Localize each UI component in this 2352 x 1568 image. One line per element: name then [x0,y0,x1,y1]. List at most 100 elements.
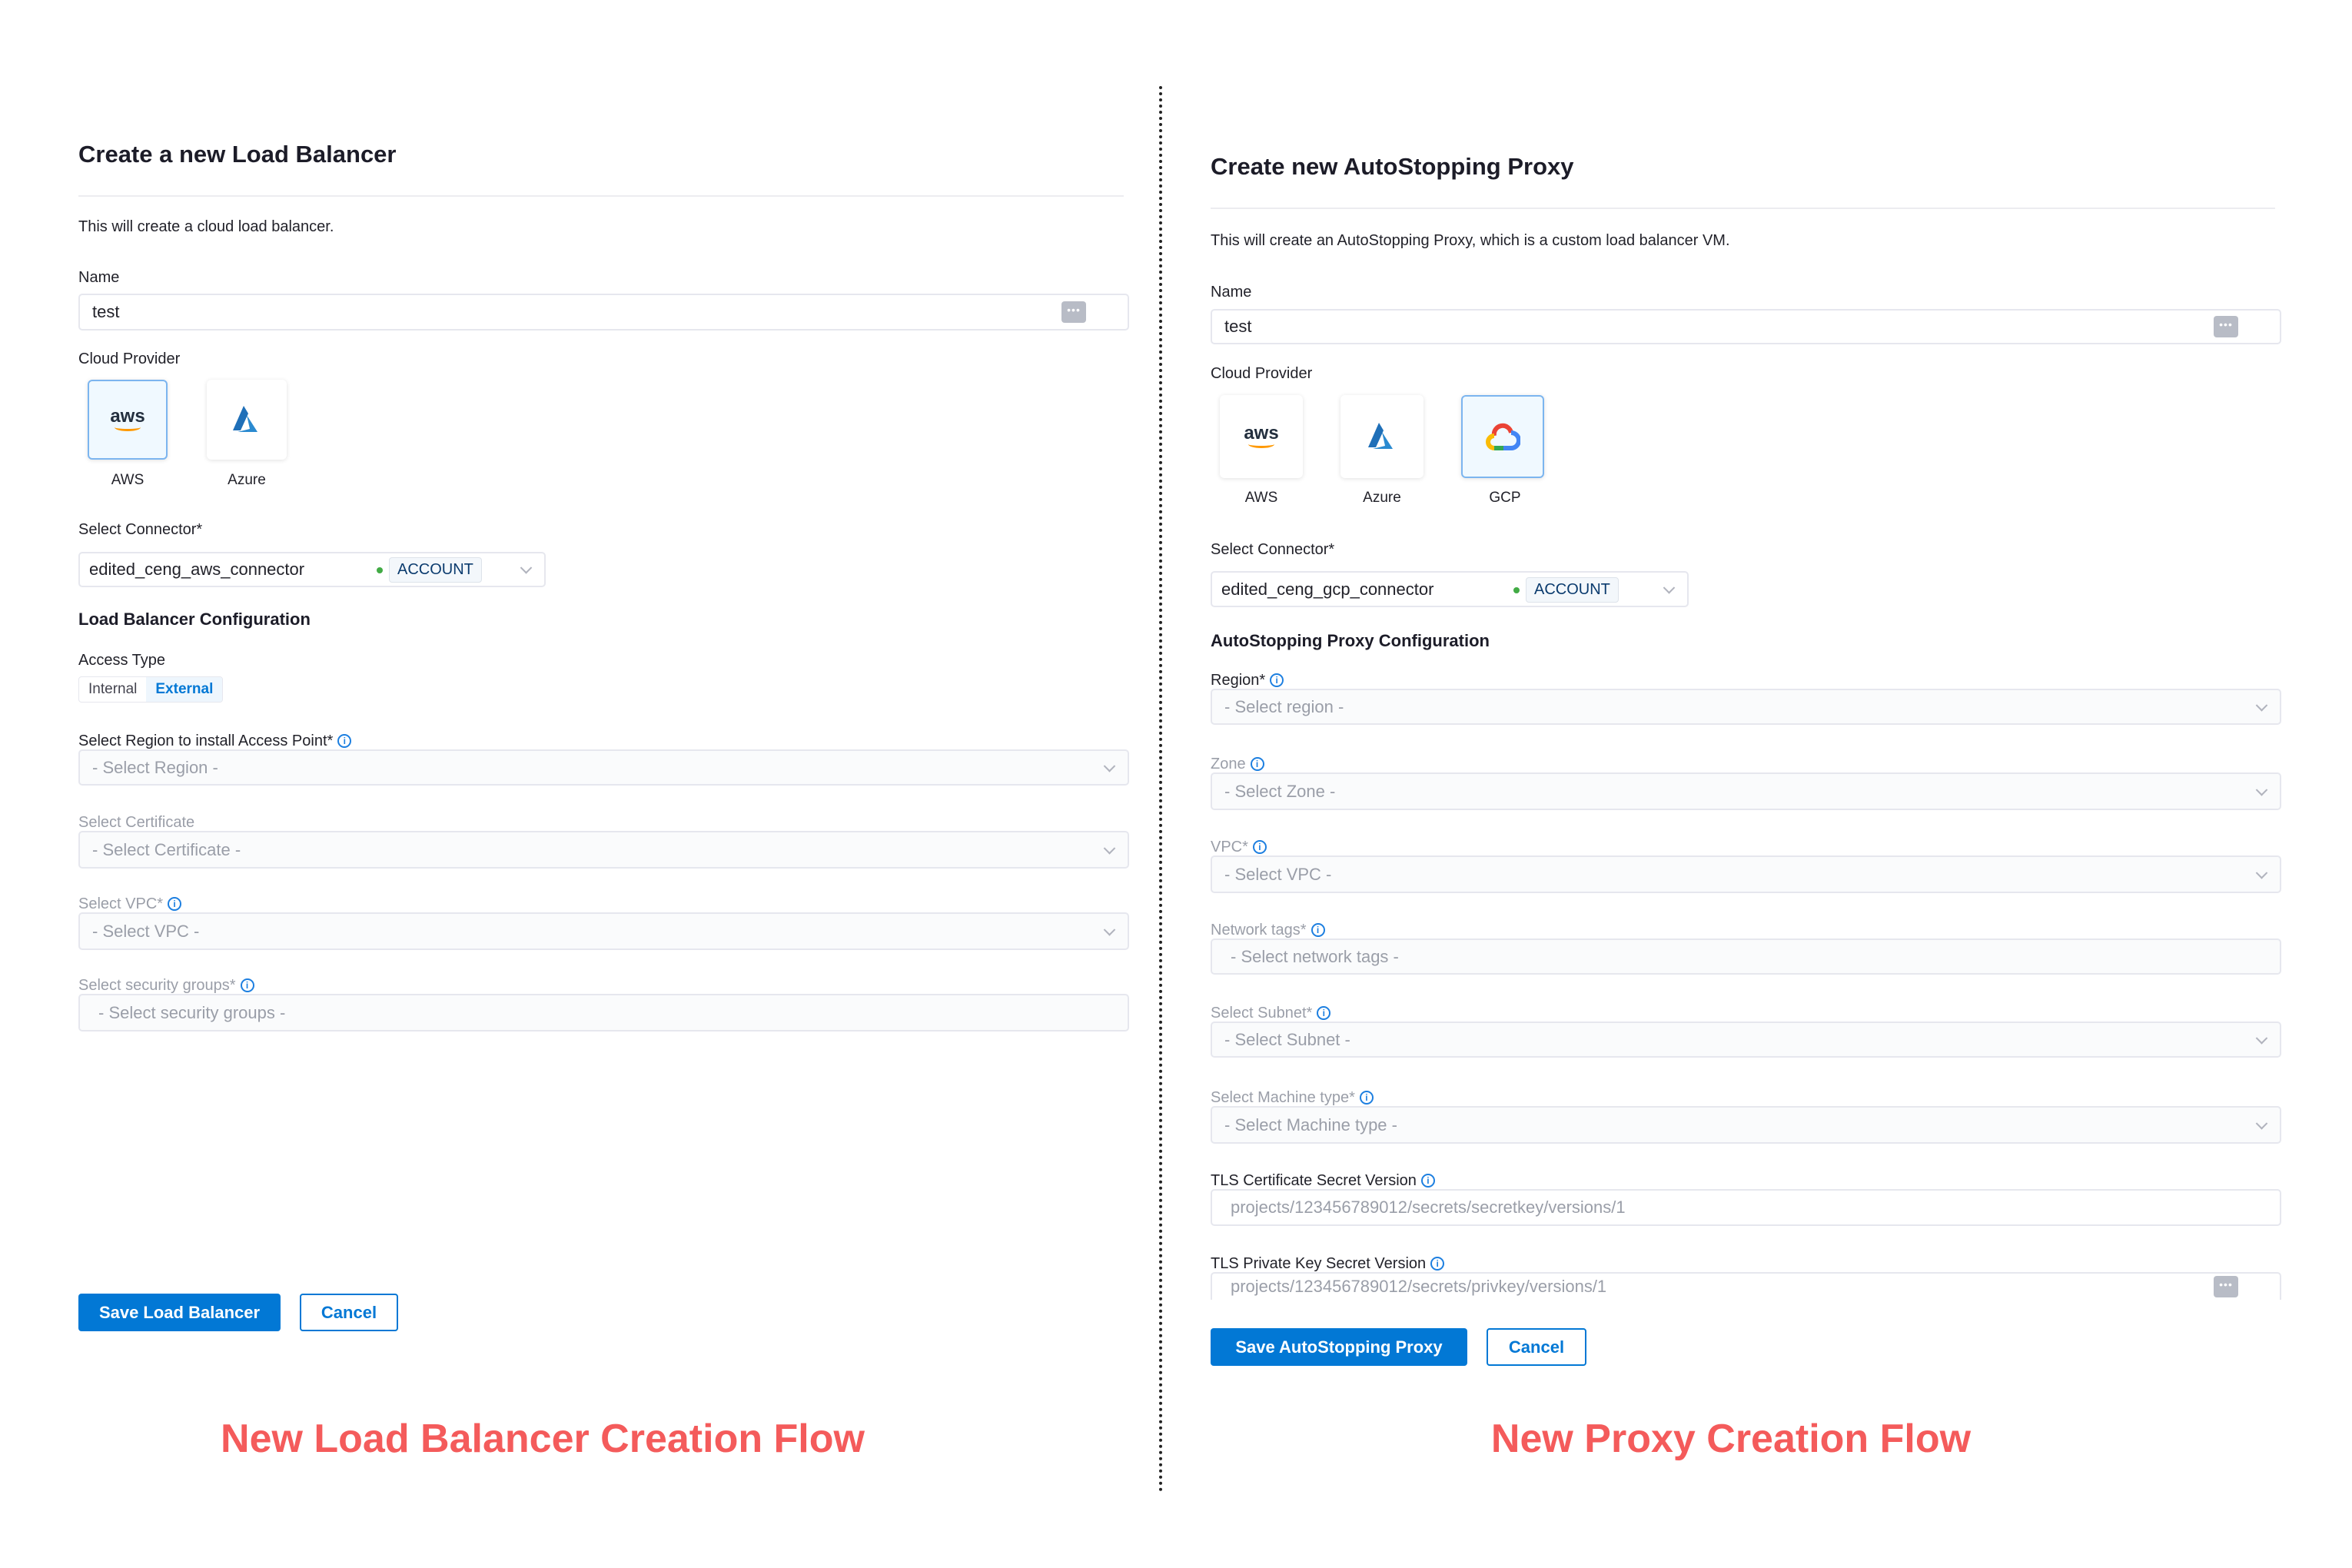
placeholder-text: projects/123456789012/secrets/secretkey/… [1231,1198,1626,1217]
access-type-label: Access Type [78,652,166,669]
provider-tile-aws[interactable]: aws [88,380,168,460]
zone-select[interactable]: - Select Zone - [1211,772,2281,810]
select-certificate-label: Select Certificate [78,814,194,832]
info-icon[interactable]: i [1311,923,1325,937]
select-certificate-select[interactable]: - Select Certificate - [78,831,1129,869]
page-title: Create new AutoStopping Proxy [1211,153,1574,180]
chevron-down-icon [2255,1031,2268,1045]
select-security-groups-input[interactable]: - Select security groups - [78,994,1129,1031]
connector-label: Select Connector* [1211,541,1335,558]
info-icon[interactable]: i [1250,757,1264,771]
field-label-text: TLS Private Key Secret Version [1211,1255,1427,1272]
cancel-button[interactable]: Cancel [1487,1328,1586,1366]
vpc-label: VPC* i [1211,839,1267,856]
panel-separator [1159,86,1162,1493]
divider [78,195,1124,197]
description: This will create an AutoStopping Proxy, … [1211,232,1730,249]
name-value: test [1224,317,1252,336]
access-type-external[interactable]: External [146,677,223,702]
placeholder-text: - Select Machine type - [1224,1115,1397,1134]
info-icon[interactable]: i [1359,1091,1374,1105]
region-select[interactable]: - Select region - [1211,689,2281,725]
select-region-to-install-access-point-select[interactable]: - Select Region - [78,749,1129,786]
vpc-select[interactable]: - Select VPC - [1211,855,2281,893]
placeholder-text: - Select VPC - [1224,864,1332,884]
cloud-provider-label: Cloud Provider [78,350,181,367]
connector-value: edited_ceng_aws_connector [89,560,305,579]
field-label-text: TLS Certificate Secret Version [1211,1172,1417,1189]
provider-label-azure: Azure [1363,490,1401,506]
chevron-down-icon [2255,699,2268,712]
name-input[interactable]: test ••• [1211,309,2281,344]
aws-logo-icon: aws [110,407,145,431]
name-input[interactable]: test ••• [78,294,1129,331]
field-label-text: Network tags* [1211,922,1307,938]
scope-badge: ACCOUNT [1526,577,1619,603]
network-tags-input[interactable]: - Select network tags - [1211,938,2281,975]
zone-label: Zone i [1211,756,1264,773]
access-type-internal[interactable]: Internal [88,681,138,697]
name-label: Name [1211,284,1252,301]
region-label: Region* i [1211,672,1284,689]
info-icon[interactable]: i [240,978,254,992]
chevron-down-icon [1103,842,1116,855]
placeholder-text: - Select Subnet - [1224,1029,1350,1049]
gcp-logo-icon [1486,423,1520,450]
field-label-text: Select Machine type* [1211,1089,1355,1106]
divider [1211,208,2275,209]
info-icon[interactable]: i [1252,840,1267,854]
select-machine-type-select[interactable]: - Select Machine type - [1211,1106,2281,1144]
connector-select[interactable]: edited_ceng_aws_connector ACCOUNT [78,552,546,587]
save-autostopping-proxy-button[interactable]: Save AutoStopping Proxy [1211,1328,1467,1366]
select-region-to-install-access-point-label: Select Region to install Access Point* i [78,733,352,750]
tls-certificate-secret-version-input[interactable]: projects/123456789012/secrets/secretkey/… [1211,1189,2281,1226]
page-title: Create a new Load Balancer [78,141,397,168]
info-icon[interactable]: i [1270,673,1284,687]
chevron-down-icon [1103,759,1116,772]
provider-tile-azure[interactable] [1340,395,1423,478]
info-icon[interactable]: i [1420,1174,1435,1188]
provider-label-aws: AWS [111,472,145,488]
provider-tile-azure[interactable] [207,380,287,460]
cancel-button[interactable]: Cancel [300,1294,398,1331]
chevron-down-icon [1663,581,1676,594]
tls-private-key-secret-version-label: TLS Private Key Secret Version i [1211,1255,1445,1273]
access-type-toggle: Internal External [78,676,224,703]
field-label-text: Select security groups* [78,977,236,994]
flow-caption: New Proxy Creation Flow [1490,1417,1972,1461]
select-subnet-select[interactable]: - Select Subnet - [1211,1022,2281,1058]
save-load-balancer-button[interactable]: Save Load Balancer [78,1294,281,1331]
azure-logo-icon [233,406,257,432]
provider-tile-gcp[interactable] [1461,395,1544,478]
tls-private-key-secret-version-input[interactable]: projects/123456789012/secrets/privkey/ve… [1211,1272,2281,1300]
chevron-down-icon [520,562,533,574]
provider-tile-aws[interactable]: aws [1220,395,1303,478]
field-label-text: Region* [1211,672,1266,689]
password-manager-icon[interactable]: ••• [2214,316,2238,337]
select-security-groups-label: Select security groups* i [78,977,254,995]
info-icon[interactable]: i [168,897,182,911]
placeholder-text: projects/123456789012/secrets/privkey/ve… [1231,1277,1607,1296]
field-label-text: Select Certificate [78,814,195,831]
field-label-text: VPC* [1211,839,1248,855]
password-manager-icon[interactable]: ••• [2214,1276,2238,1297]
placeholder-text: - Select security groups - [98,1002,286,1022]
status-dot [377,567,383,573]
description: This will create a cloud load balancer. [78,218,334,235]
placeholder-text: - Select Certificate - [92,839,241,859]
password-manager-icon[interactable]: ••• [1061,301,1086,323]
info-icon[interactable]: i [337,734,352,748]
info-icon[interactable]: i [1317,1006,1331,1020]
connector-value: edited_ceng_gcp_connector [1221,579,1434,599]
info-icon[interactable]: i [1430,1257,1445,1271]
connector-select[interactable]: edited_ceng_gcp_connector ACCOUNT [1211,571,1689,607]
placeholder-text: - Select network tags - [1231,946,1399,966]
flow-caption: New Load Balancer Creation Flow [221,1417,865,1461]
field-label-text: Select VPC* [78,895,164,912]
chevron-down-icon [2255,1117,2268,1130]
select-vpc-select[interactable]: - Select VPC - [78,912,1129,950]
chevron-down-icon [2255,866,2268,879]
azure-logo-icon [1368,423,1393,449]
config-heading: Load Balancer Configuration [78,610,311,629]
config-heading: AutoStopping Proxy Configuration [1211,631,1490,650]
